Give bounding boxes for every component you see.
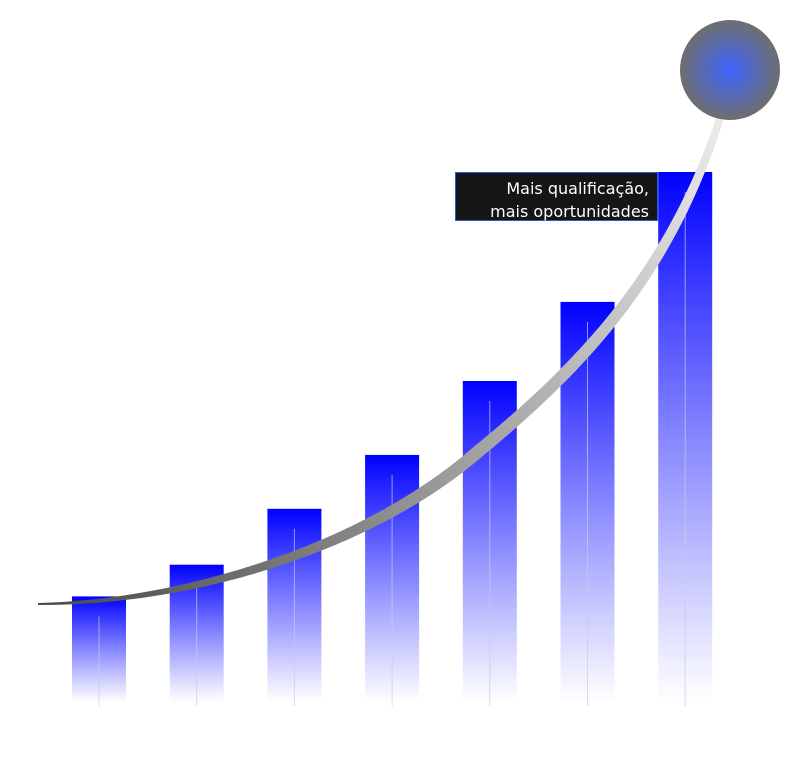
trend-curve [38,72,736,606]
annotation-line-2: mais oportunidades [490,202,649,221]
bars-group [72,172,713,706]
annotation-callout: Mais qualificação, mais oportunidades [455,172,658,221]
goal-circle [680,20,780,120]
annotation-line-1: Mais qualificação, [506,179,649,198]
trend-group [38,20,780,606]
